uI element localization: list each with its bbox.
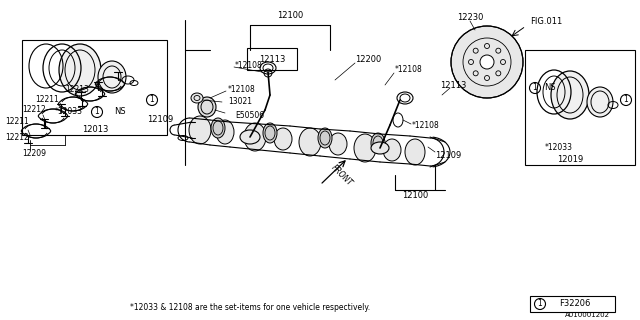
Ellipse shape <box>405 139 425 165</box>
Text: E50506: E50506 <box>235 110 264 119</box>
Ellipse shape <box>198 97 216 117</box>
Circle shape <box>451 26 523 98</box>
Text: 12212: 12212 <box>22 106 45 115</box>
Text: F32206: F32206 <box>559 300 591 308</box>
Text: 12212: 12212 <box>5 132 29 141</box>
Ellipse shape <box>383 139 401 161</box>
Ellipse shape <box>189 116 211 144</box>
Text: A010001202: A010001202 <box>565 312 610 318</box>
Ellipse shape <box>211 118 225 138</box>
Text: *12108: *12108 <box>228 85 256 94</box>
Ellipse shape <box>191 93 203 103</box>
Ellipse shape <box>329 133 347 155</box>
Text: 12100: 12100 <box>402 190 428 199</box>
Ellipse shape <box>216 120 234 144</box>
Text: 1: 1 <box>623 95 628 105</box>
Text: 12013: 12013 <box>82 125 108 134</box>
Text: 1: 1 <box>532 84 538 92</box>
Text: *12033: *12033 <box>55 108 83 116</box>
Text: 12113: 12113 <box>440 81 467 90</box>
Text: 12109: 12109 <box>435 150 461 159</box>
Ellipse shape <box>299 128 321 156</box>
Text: 12211: 12211 <box>35 95 59 105</box>
Text: *12108: *12108 <box>395 66 423 75</box>
Text: 12113: 12113 <box>259 54 285 63</box>
Bar <box>530 296 615 312</box>
Ellipse shape <box>59 44 101 96</box>
Text: 1: 1 <box>95 108 99 116</box>
Bar <box>247 48 297 70</box>
Ellipse shape <box>371 142 389 154</box>
Text: 13021: 13021 <box>228 98 252 107</box>
Text: 12213: 12213 <box>65 85 89 94</box>
Text: 12209: 12209 <box>22 148 46 157</box>
Ellipse shape <box>587 87 613 117</box>
Text: NS: NS <box>544 84 556 92</box>
Text: FIG.011: FIG.011 <box>530 18 563 27</box>
Ellipse shape <box>354 134 376 162</box>
Text: *12108: *12108 <box>235 60 263 69</box>
Text: 12100: 12100 <box>277 11 303 20</box>
Text: *12033 & 12108 are the set-items for one vehicle respectively.: *12033 & 12108 are the set-items for one… <box>130 303 370 313</box>
Text: *12108: *12108 <box>412 121 440 130</box>
Ellipse shape <box>551 71 589 119</box>
Ellipse shape <box>371 133 385 153</box>
Ellipse shape <box>98 61 126 93</box>
Text: 12230: 12230 <box>457 12 483 21</box>
Text: 12019: 12019 <box>557 156 583 164</box>
Ellipse shape <box>263 123 277 143</box>
Text: 12109: 12109 <box>147 116 173 124</box>
Ellipse shape <box>274 128 292 150</box>
Text: *12033: *12033 <box>545 143 573 153</box>
Ellipse shape <box>244 123 266 151</box>
Bar <box>22 40 167 135</box>
Text: 12200: 12200 <box>355 55 381 65</box>
Text: 12211: 12211 <box>5 117 29 126</box>
Text: 1: 1 <box>150 95 154 105</box>
Bar <box>525 50 635 165</box>
Ellipse shape <box>318 128 332 148</box>
Ellipse shape <box>240 130 260 144</box>
Circle shape <box>480 55 494 69</box>
Text: FRONT: FRONT <box>330 163 355 188</box>
Text: NS: NS <box>114 108 126 116</box>
Text: 1: 1 <box>538 300 542 308</box>
